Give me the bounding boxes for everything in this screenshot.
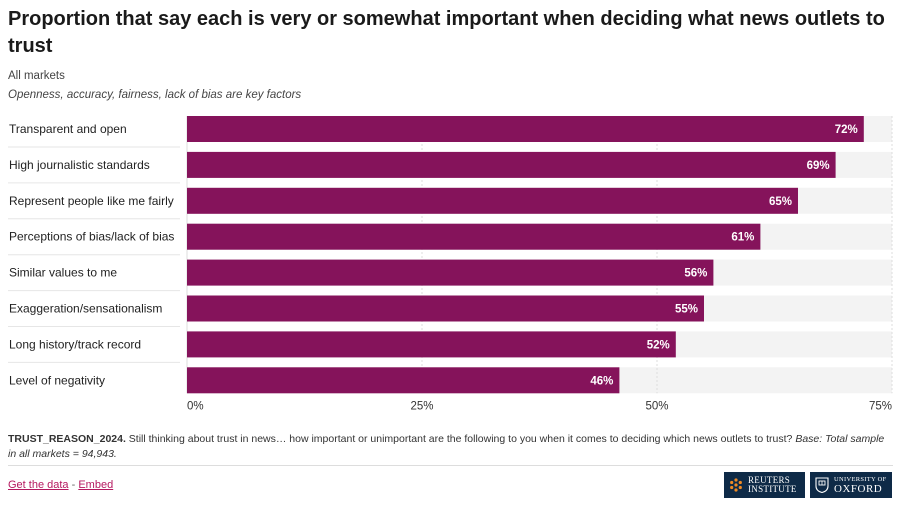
bar — [187, 259, 714, 286]
bar — [187, 295, 704, 322]
oxford-logo-line1: UNIVERSITY OF — [834, 476, 887, 483]
x-tick-label: 50% — [645, 400, 668, 412]
value-label: 61% — [731, 232, 754, 244]
x-tick-label: 75% — [869, 400, 892, 412]
category-label: Long history/track record — [9, 337, 141, 351]
footer-divider — [8, 465, 893, 466]
value-label: 52% — [647, 339, 670, 351]
reuters-institute-logo[interactable]: REUTERS INSTITUTE — [724, 472, 805, 498]
embed-link[interactable]: Embed — [78, 479, 114, 491]
category-label: Similar values to me — [9, 266, 117, 280]
reuters-logo-line2: INSTITUTE — [748, 484, 797, 494]
bar — [187, 151, 836, 178]
footer-links: Get the data - Embed — [8, 479, 113, 491]
value-label: 46% — [590, 375, 613, 387]
category-label: High journalistic standards — [9, 158, 150, 172]
footnote-source-id: TRUST_REASON_2024. — [8, 433, 126, 445]
value-label: 69% — [807, 160, 830, 172]
oxford-crest-icon — [815, 477, 829, 493]
footnote-base-label: Base: — [795, 433, 823, 445]
bar-chart: Transparent and open 72% High journalistic… — [8, 116, 893, 412]
value-label: 55% — [675, 304, 698, 316]
category-label: Perceptions of bias/lack of bias — [9, 230, 174, 244]
category-label: Exaggeration/sensationalism — [9, 302, 162, 316]
bar — [187, 116, 864, 142]
footnote-text: Still thinking about trust in news… how … — [128, 433, 793, 445]
value-label: 72% — [835, 124, 858, 136]
oxford-logo-line2: OXFORD — [834, 483, 883, 495]
chart-note: Openness, accuracy, fairness, lack of bi… — [8, 89, 302, 101]
bar — [187, 187, 798, 214]
chart-title: Proportion that say each is very or some… — [8, 8, 885, 57]
bar — [187, 331, 676, 358]
link-separator: - — [68, 479, 79, 491]
x-tick-label: 0% — [187, 400, 204, 412]
bar — [187, 367, 620, 394]
oxford-university-logo[interactable]: UNIVERSITY OF OXFORD — [810, 472, 892, 498]
bar — [187, 223, 761, 250]
category-label: Transparent and open — [9, 122, 127, 136]
category-label: Level of negativity — [9, 373, 105, 387]
reuters-dots-icon — [730, 478, 742, 492]
footnote: TRUST_REASON_2024. Still thinking about … — [8, 432, 893, 462]
x-tick-label: 25% — [410, 400, 433, 412]
reuters-logo-line1: REUTERS — [748, 475, 791, 485]
value-label: 56% — [684, 268, 707, 280]
value-label: 65% — [769, 196, 792, 208]
category-label: Represent people like me fairly — [9, 194, 174, 208]
chart-subtitle: All markets — [8, 70, 65, 82]
get-data-link[interactable]: Get the data — [8, 479, 69, 491]
footnote-base-text: Total sample in all markets = 94,943. — [8, 433, 885, 460]
